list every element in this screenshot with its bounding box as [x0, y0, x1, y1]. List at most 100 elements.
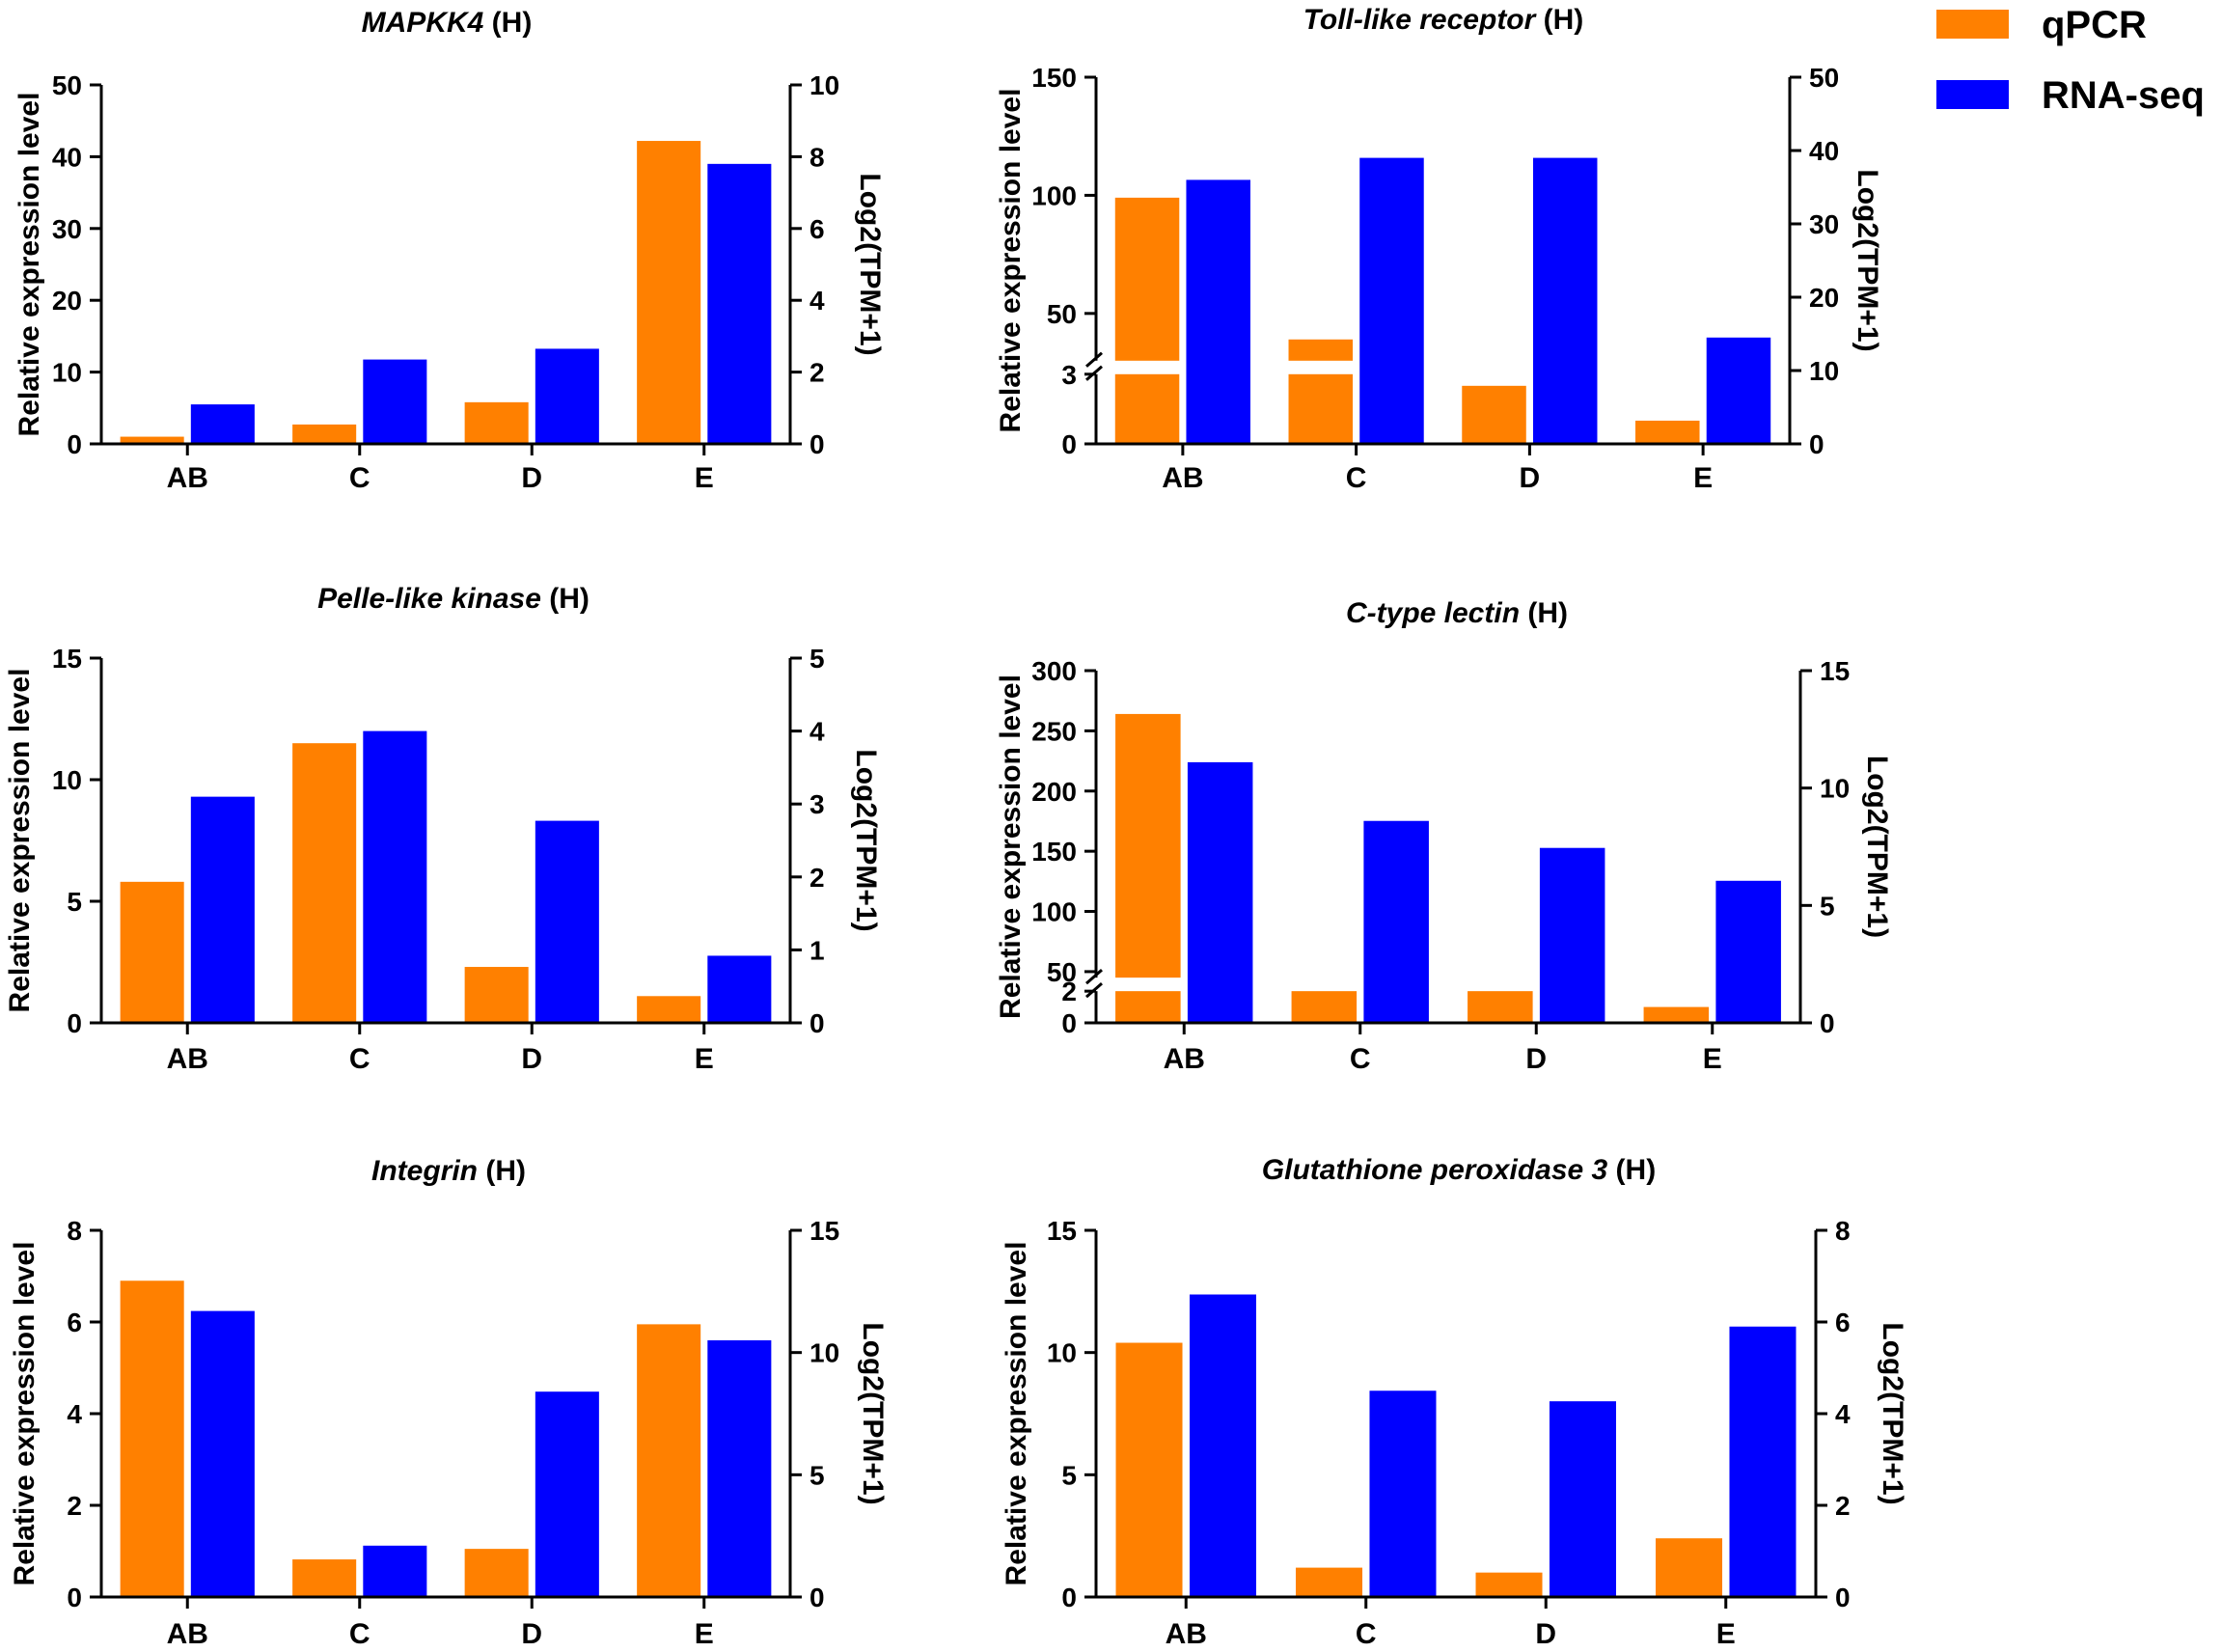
- bar-rnaseq-e: [707, 1340, 772, 1597]
- bar-qpcr-d: [464, 401, 529, 444]
- chart-title-gene: Integrin: [371, 1155, 478, 1187]
- y-tick-label: 50: [52, 70, 82, 100]
- bar-qpcr-c: [292, 1559, 357, 1597]
- y-tick-label: 0: [1061, 1583, 1077, 1612]
- y2-tick-label: 1: [809, 935, 825, 965]
- y2-tick-label: 0: [809, 429, 825, 459]
- bar-qpcr-ab: [1115, 1342, 1183, 1597]
- y2-axis-label: Log2(TPM+1): [854, 173, 886, 355]
- y2-tick-label: 4: [809, 717, 825, 747]
- y-tick-label: 15: [52, 644, 82, 674]
- chart-title-suffix: (H): [478, 1155, 526, 1187]
- bar-rnaseq-e: [1706, 337, 1771, 444]
- y-tick-label: 0: [67, 429, 82, 459]
- chart-title: Pelle-like kinase (H): [317, 583, 590, 615]
- chart-title: Glutathione peroxidase 3 (H): [1262, 1154, 1656, 1186]
- legend-swatch-qpcr: [1936, 10, 2009, 39]
- x-tick-label: E: [695, 462, 714, 494]
- bar-rnaseq-e: [1715, 880, 1781, 1023]
- y-tick-label: 8: [67, 1216, 82, 1246]
- bar-qpcr-e: [1656, 1538, 1723, 1597]
- bar-qpcr-ab: [120, 436, 184, 444]
- x-tick-label: D: [521, 1043, 542, 1075]
- y-tick-label: 150: [1031, 63, 1077, 93]
- y2-tick-label: 0: [809, 1583, 825, 1612]
- bar-rnaseq-e: [1729, 1326, 1797, 1597]
- y2-axis-label: Log2(TPM+1): [1877, 1322, 1908, 1504]
- bar-qpcr-c-upper: [1288, 339, 1354, 361]
- y-tick-label: 4: [67, 1399, 82, 1429]
- bar-rnaseq-d: [535, 820, 599, 1023]
- x-tick-label: D: [1535, 1618, 1556, 1650]
- x-tick-label: E: [695, 1618, 714, 1650]
- chart-title-suffix: (H): [1520, 597, 1568, 629]
- x-tick-label: C: [349, 462, 370, 494]
- y2-tick-label: 10: [1809, 356, 1839, 386]
- x-tick-label: E: [695, 1043, 714, 1075]
- y2-tick-label: 15: [809, 1216, 839, 1246]
- bar-qpcr-d: [1475, 1572, 1543, 1597]
- chart-title: Integrin (H): [371, 1155, 526, 1187]
- bar-rnaseq-d: [1532, 157, 1598, 444]
- y2-tick-label: 10: [809, 70, 839, 100]
- x-tick-label: AB: [1162, 462, 1203, 494]
- y2-tick-label: 8: [809, 142, 825, 172]
- bar-rnaseq-c: [363, 1545, 427, 1597]
- y2-tick-label: 2: [1835, 1491, 1851, 1521]
- y-tick-label: 0: [67, 1583, 82, 1612]
- legend-label-qpcr: qPCR: [2042, 4, 2147, 46]
- chart-title: C-type lectin (H): [1346, 597, 1568, 629]
- axis-break-mark: [1085, 351, 1103, 368]
- y2-tick-label: 6: [809, 214, 825, 244]
- y-axis-label: Relative expression level: [9, 1242, 41, 1586]
- chart-title: MAPKK4 (H): [362, 7, 533, 39]
- bar-rnaseq-ab: [190, 1310, 255, 1597]
- y-tick-label: 40: [52, 142, 82, 172]
- bar-rnaseq-ab: [1186, 179, 1250, 444]
- y2-axis-label: Log2(TPM+1): [857, 1322, 889, 1504]
- chart-panel-2: Toll-like receptor (H) AB C D E 0 3 50 100 150 0 10…: [995, 4, 1883, 494]
- bar-qpcr-c: [292, 424, 357, 444]
- y2-tick-label: 0: [809, 1008, 825, 1038]
- y2-tick-label: 30: [1809, 209, 1839, 239]
- y2-tick-label: 20: [1809, 283, 1839, 313]
- bar-qpcr-d: [464, 1549, 529, 1597]
- y2-tick-label: 0: [1820, 1008, 1835, 1038]
- bar-rnaseq-c: [1369, 1390, 1437, 1597]
- y2-tick-label: 3: [809, 789, 825, 819]
- y-tick-label: 0: [1061, 429, 1077, 459]
- bar-qpcr-ab-upper: [1115, 713, 1181, 978]
- bar-rnaseq-d: [535, 1391, 599, 1597]
- y-tick-label: 5: [1061, 1460, 1077, 1490]
- bar-qpcr-c: [292, 743, 357, 1023]
- y-tick-label: 0: [1061, 1008, 1077, 1038]
- chart-title: Toll-like receptor (H): [1303, 4, 1584, 36]
- y-tick-label: 10: [1047, 1338, 1077, 1368]
- y-axis-label: Relative expression level: [14, 93, 45, 437]
- x-tick-label: C: [349, 1618, 370, 1650]
- bar-rnaseq-ab: [1189, 1294, 1256, 1597]
- y-tick-label: 100: [1031, 897, 1077, 927]
- y2-tick-label: 8: [1835, 1216, 1851, 1246]
- y2-tick-label: 4: [809, 286, 825, 316]
- bar-rnaseq-c: [1363, 820, 1429, 1023]
- x-tick-label: C: [1356, 1618, 1377, 1650]
- y2-tick-label: 2: [809, 358, 825, 388]
- y-tick-label: 3: [1061, 360, 1077, 390]
- y-tick-label: 10: [52, 765, 82, 795]
- x-tick-label: AB: [1164, 1043, 1205, 1075]
- chart-title-gene: Pelle-like kinase: [317, 583, 541, 615]
- y-tick-label: 2: [1061, 977, 1077, 1006]
- bar-rnaseq-c: [1359, 157, 1424, 444]
- chart-title-suffix: (H): [1607, 1154, 1656, 1186]
- bar-rnaseq-ab: [190, 796, 255, 1023]
- x-tick-label: C: [349, 1043, 370, 1075]
- y2-tick-label: 2: [809, 863, 825, 893]
- x-tick-label: C: [1346, 462, 1367, 494]
- bar-rnaseq-e: [707, 163, 772, 444]
- y-tick-label: 30: [52, 214, 82, 244]
- y2-tick-label: 15: [1820, 656, 1850, 686]
- chart-panel-4: C-type lectin (H)AB C D E025010015020025030…: [995, 597, 1893, 1075]
- y2-tick-label: 4: [1835, 1399, 1851, 1429]
